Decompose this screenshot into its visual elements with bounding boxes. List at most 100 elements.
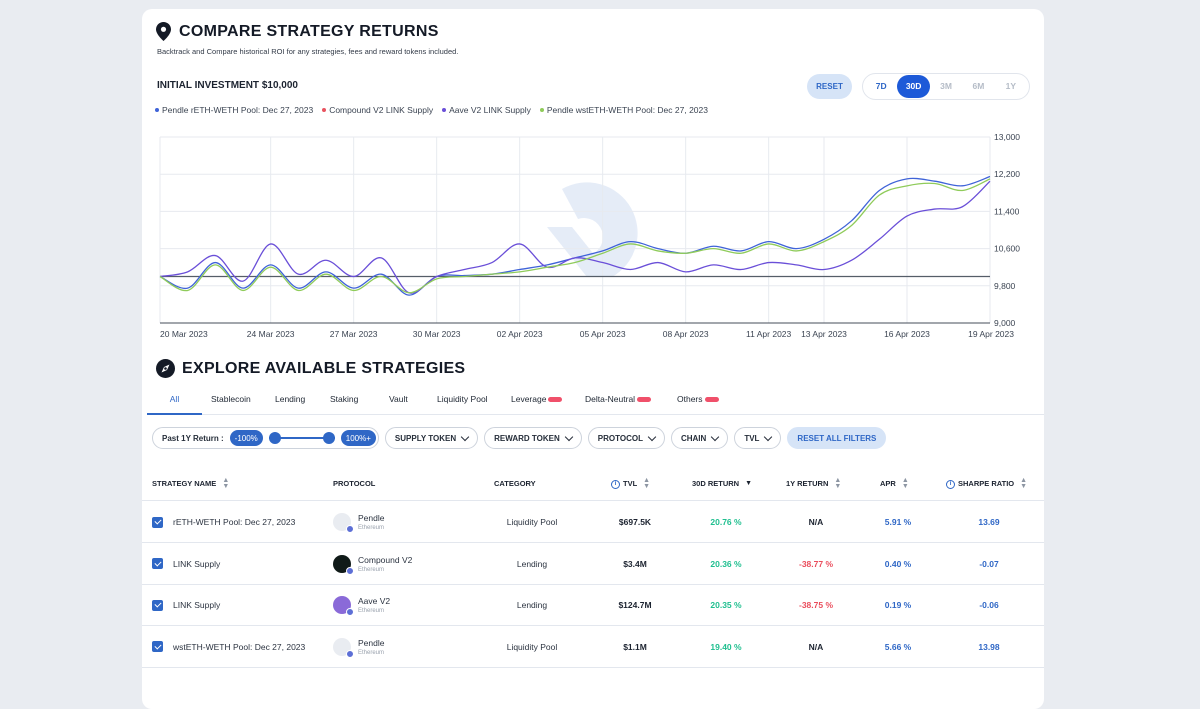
reset-button[interactable]: RESET xyxy=(807,74,852,99)
chevron-down-icon xyxy=(764,432,773,441)
col-30d-return[interactable]: 30D RETURN ▼ xyxy=(692,467,752,501)
category-cell: Liquidity Pool xyxy=(506,517,558,527)
info-icon[interactable]: i xyxy=(611,479,620,489)
compare-card: COMPARE STRATEGY RETURNS Backtrack and C… xyxy=(142,9,1044,709)
protocol-logo xyxy=(333,513,354,533)
return-30d-cell: 20.35 % xyxy=(710,600,742,610)
row-checkbox[interactable] xyxy=(152,641,163,652)
col-label: STRATEGY NAME xyxy=(152,479,217,488)
tab-lending[interactable]: Lending xyxy=(275,394,306,404)
strategy-name[interactable]: wstETH-WETH Pool: Dec 27, 2023 xyxy=(173,641,306,652)
tab-liquidity-pool[interactable]: Liquidity Pool xyxy=(437,394,488,404)
legend-label: Pendle wstETH-WETH Pool: Dec 27, 2023 xyxy=(546,105,708,115)
chain-dropdown[interactable]: CHAIN xyxy=(670,427,729,449)
x-tick-label: 05 Apr 2023 xyxy=(580,329,626,339)
row-checkbox[interactable] xyxy=(152,516,163,528)
return-1y-cell: N/A xyxy=(808,641,824,652)
return-1y-cell: -38.75 % xyxy=(798,600,834,610)
tab-leverage[interactable]: Leverage xyxy=(511,387,563,415)
col-label: 30D RETURN xyxy=(692,479,740,488)
return-range-filter: Past 1Y Return : -100% 100%+ xyxy=(152,427,379,449)
strategy-name[interactable]: LINK Supply xyxy=(173,600,221,610)
table-row[interactable]: LINK Supply Aave V2 Ethereum Lending $124… xyxy=(142,584,1044,626)
return-range-slider[interactable] xyxy=(268,432,335,444)
chain-name: Ethereum xyxy=(358,649,385,656)
return-30d-cell: 20.36 % xyxy=(710,558,742,569)
watermark-logo xyxy=(547,182,638,277)
compare-title: COMPARE STRATEGY RETURNS xyxy=(179,22,439,40)
tab-delta-neutral[interactable]: Delta-Neutral xyxy=(585,387,652,415)
sort-icon[interactable]: ▲ ▼ xyxy=(643,477,651,490)
tab-staking[interactable]: Staking xyxy=(330,394,359,404)
protocol-cell: Pendle Ethereum xyxy=(333,626,384,668)
row-checkbox-cell xyxy=(152,626,163,668)
table-row[interactable]: LINK Supply Compound V2 Ethereum Lending … xyxy=(142,543,1044,585)
reset-all-filters-button[interactable]: RESET ALL FILTERS xyxy=(787,427,887,449)
x-tick-label: 27 Mar 2023 xyxy=(330,329,378,339)
col-tvl[interactable]: i TVL ▲ ▼ xyxy=(611,467,650,501)
tab-stablecoin[interactable]: Stablecoin xyxy=(211,394,251,404)
strategy-name[interactable]: LINK Supply xyxy=(173,558,221,569)
tab-all[interactable]: All xyxy=(147,387,202,415)
series-line-4 xyxy=(159,178,991,294)
legend-item[interactable]: Compound V2 LINK Supply xyxy=(322,105,433,115)
range-6m-button[interactable]: 6M xyxy=(972,81,985,91)
table-row[interactable]: rETH-WETH Pool: Dec 27, 2023 Pendle Ether… xyxy=(142,501,1044,543)
legend-item[interactable]: Pendle wstETH-WETH Pool: Dec 27, 2023 xyxy=(539,105,708,115)
ethereum-icon xyxy=(346,649,354,658)
chain-name: Ethereum xyxy=(358,566,385,573)
tvl-cell: $124.7M xyxy=(618,600,652,610)
range-30d-button[interactable]: 30D xyxy=(897,75,930,98)
row-checkbox[interactable] xyxy=(152,599,163,611)
tvl-dropdown[interactable]: TVL xyxy=(734,427,782,449)
x-tick-label: 19 Apr 2023 xyxy=(968,329,1014,339)
category-cell: Liquidity Pool xyxy=(506,641,558,652)
reward-token-dropdown[interactable]: REWARD TOKEN xyxy=(484,427,582,449)
tvl-label: TVL xyxy=(744,433,760,443)
ethereum-icon xyxy=(346,608,354,616)
strategy-name[interactable]: rETH-WETH Pool: Dec 27, 2023 xyxy=(173,517,296,527)
x-tick-label: 24 Mar 2023 xyxy=(247,329,295,339)
explore-title: EXPLORE AVAILABLE STRATEGIES xyxy=(182,359,466,377)
chain-name: Ethereum xyxy=(358,525,385,531)
sort-icon[interactable]: ▲ ▼ xyxy=(1020,477,1028,490)
legend-label: Aave V2 LINK Supply xyxy=(449,105,531,115)
slider-min-handle[interactable] xyxy=(268,432,281,444)
returns-chart: 9,000 9,800 10,600 11,400 12,200 13,000 20 Mar… xyxy=(159,132,1020,339)
col-1y-return[interactable]: 1Y RETURN ▲ ▼ xyxy=(786,467,841,501)
protocol-dropdown[interactable]: PROTOCOL xyxy=(587,427,665,449)
legend-item[interactable]: Pendle rETH-WETH Pool: Dec 27, 2023 xyxy=(155,105,313,115)
row-checkbox[interactable] xyxy=(152,558,163,569)
info-icon[interactable]: i xyxy=(946,479,955,489)
x-tick-label: 11 Apr 2023 xyxy=(746,329,791,339)
sort-icon[interactable]: ▲ ▼ xyxy=(834,477,842,490)
legend-dot xyxy=(539,108,544,112)
y-tick-label: 10,600 xyxy=(994,244,1020,254)
col-strategy-name[interactable]: STRATEGY NAME ▲ ▼ xyxy=(152,467,229,501)
slider-max-handle[interactable] xyxy=(322,432,335,444)
sort-icon[interactable]: ▲ ▼ xyxy=(901,477,909,490)
sort-desc-icon[interactable]: ▼ xyxy=(745,480,753,487)
col-label: CATEGORY xyxy=(494,479,536,488)
range-3m-button[interactable]: 3M xyxy=(940,81,952,91)
table-row[interactable]: wstETH-WETH Pool: Dec 27, 2023 Pendle Eth… xyxy=(142,626,1044,668)
range-7d-button[interactable]: 7D xyxy=(875,81,887,91)
supply-token-dropdown[interactable]: SUPPLY TOKEN xyxy=(384,427,479,449)
new-badge xyxy=(637,397,652,403)
x-tick-label: 16 Apr 2023 xyxy=(884,329,930,339)
slider-track xyxy=(268,437,335,439)
tvl-cell: $3.4M xyxy=(623,558,647,569)
tab-vault[interactable]: Vault xyxy=(389,394,408,404)
col-sharpe-ratio[interactable]: i SHARPE RATIO ▲ ▼ xyxy=(946,467,1027,501)
protocol-logo xyxy=(333,637,354,658)
sharpe-ratio-cell: -0.07 xyxy=(979,558,999,569)
col-label: 1Y RETURN xyxy=(786,479,829,488)
range-1y-button[interactable]: 1Y xyxy=(1005,81,1017,91)
range-selector: 7D 30D 3M 6M 1Y xyxy=(862,73,1030,100)
col-apr[interactable]: APR ▲ ▼ xyxy=(880,467,909,501)
tab-others[interactable]: Others xyxy=(677,387,719,415)
sort-icon[interactable]: ▲ ▼ xyxy=(222,477,230,490)
legend-item[interactable]: Aave V2 LINK Supply xyxy=(442,105,531,115)
row-checkbox-cell xyxy=(152,501,163,543)
tab-delta-neutral-label: Delta-Neutral xyxy=(585,394,636,404)
